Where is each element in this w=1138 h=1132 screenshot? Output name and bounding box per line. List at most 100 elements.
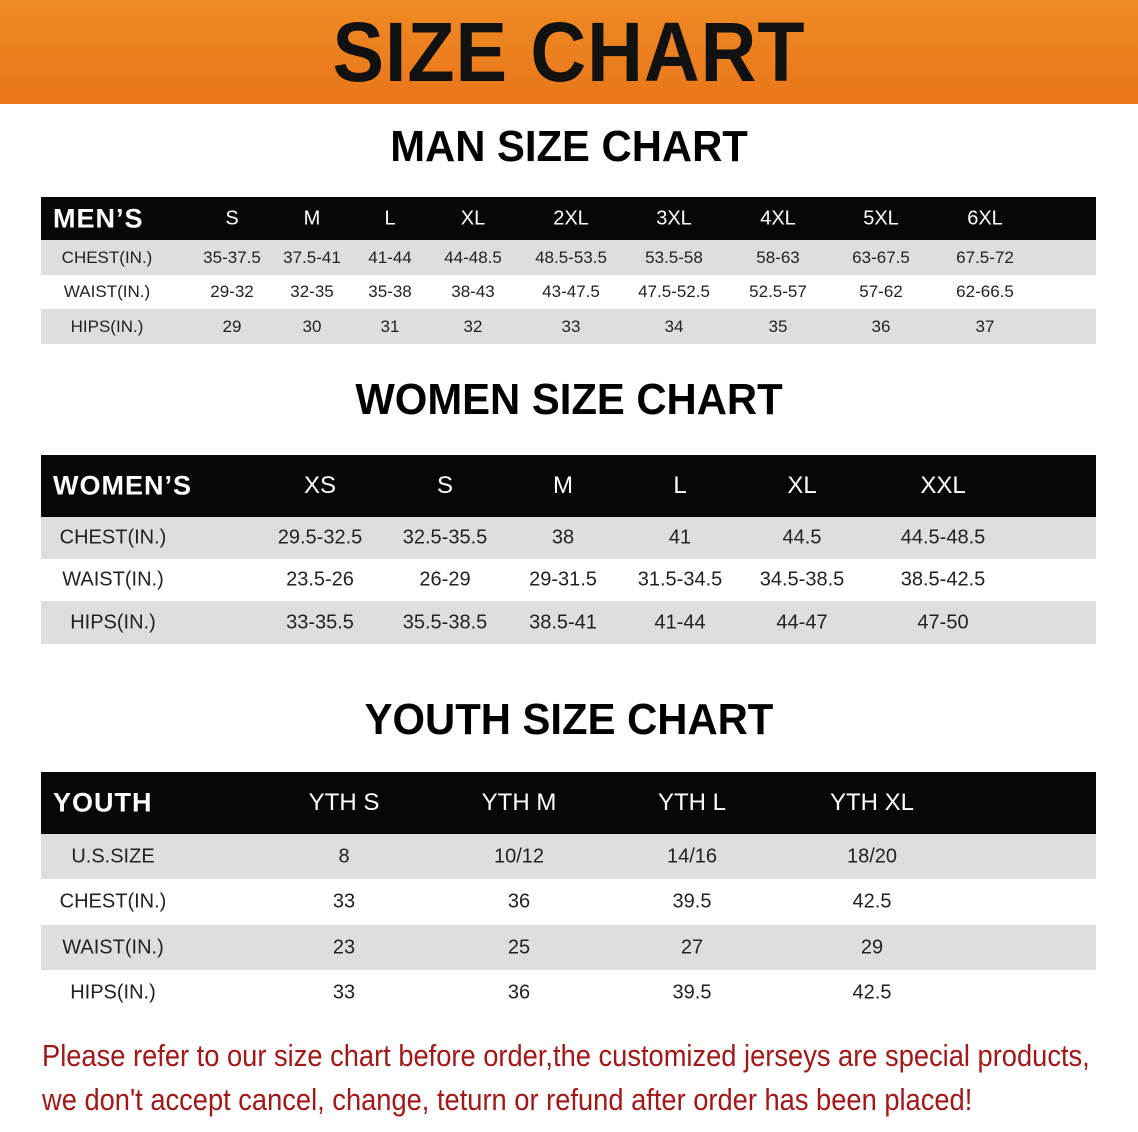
table-cell: 52.5-57	[749, 282, 807, 301]
men-section-title: MAN SIZE CHART	[390, 122, 748, 171]
table-cell: 63-67.5	[852, 247, 910, 267]
table-header: MEN’S S M L XL 2XL 3XL 4XL 5XL 6XL	[41, 197, 1096, 240]
table-row: WAIST(IN.) 29-32 32-35 35-38 38-43 43-47.5 47.…	[41, 275, 1096, 309]
size-column-header: S	[225, 207, 239, 229]
table-cell: 36	[507, 890, 531, 913]
table-cell: 44-48.5	[444, 247, 502, 267]
size-column-header: XXL	[920, 472, 966, 499]
row-label: CHEST(IN.)	[59, 526, 167, 549]
table-cell: 29	[222, 316, 242, 336]
table-cell: 33	[332, 890, 356, 913]
size-column-header: YTH S	[308, 789, 380, 816]
table-header: WOMEN’S XS S M L XL XXL	[41, 455, 1096, 517]
row-label: HIPS(IN.)	[70, 611, 156, 633]
table-cell: 29.5-32.5	[277, 526, 363, 549]
table-cell: 36	[871, 316, 891, 336]
table-cell: 47.5-52.5	[638, 282, 710, 301]
table-cell: 33	[332, 981, 356, 1003]
table-cell: 29	[860, 936, 884, 958]
table-cell: 30	[302, 316, 322, 336]
table-cell: 32-35	[290, 282, 334, 301]
table-cell: 31	[380, 316, 400, 336]
table-cell: 14/16	[666, 845, 718, 867]
table-cell: 44.5-48.5	[900, 526, 986, 549]
notice-line-1: Please refer to our size chart before or…	[42, 1038, 1090, 1073]
header-label: YOUTH	[53, 787, 153, 818]
notice-line-2: we don't accept cancel, change, teturn o…	[42, 1082, 973, 1117]
row-label: CHEST(IN.)	[61, 247, 153, 267]
table-cell: 38	[551, 526, 575, 549]
table-cell: 38.5-41	[529, 611, 597, 633]
table-row: HIPS(IN.) 29 30 31 32 33 34 35 36 37	[41, 309, 1096, 344]
table-cell: 31.5-34.5	[637, 568, 723, 591]
row-label: U.S.SIZE	[71, 845, 155, 867]
table-cell: 32	[463, 316, 483, 336]
table-cell: 23	[332, 936, 356, 958]
table-row: U.S.SIZE 8 10/12 14/16 18/20	[41, 834, 1096, 879]
table-cell: 43-47.5	[542, 282, 600, 301]
row-label: CHEST(IN.)	[59, 890, 167, 913]
size-column-header: L	[384, 207, 396, 229]
table-cell: 44-47	[776, 611, 828, 633]
table-cell: 23.5-26	[286, 568, 354, 591]
table-cell: 25	[507, 936, 531, 958]
table-cell: 35-38	[368, 282, 412, 301]
table-cell: 44.5	[782, 526, 822, 549]
table-cell: 67.5-72	[956, 247, 1014, 267]
table-cell: 37.5-41	[283, 247, 341, 267]
table-cell: 29-31.5	[529, 568, 597, 591]
table-cell: 29-32	[210, 282, 254, 301]
table-cell: 42.5	[852, 981, 892, 1003]
table-row: WAIST(IN.) 23.5-26 26-29 29-31.5 31.5-34.5 34…	[41, 559, 1096, 601]
table-cell: 62-66.5	[956, 282, 1014, 301]
row-label: WAIST(IN.)	[63, 282, 151, 301]
table-row: CHEST(IN.) 29.5-32.5 32.5-35.5 38 41 44.5 44.5…	[41, 517, 1096, 559]
men-size-table: MEN’S S M L XL 2XL 3XL 4XL 5XL 6XL CHEST(IN.) 35-37…	[41, 197, 1096, 344]
table-cell: 10/12	[493, 845, 545, 867]
size-column-header: L	[673, 472, 687, 499]
size-column-header: XL	[460, 207, 486, 229]
header-label: WOMEN’S	[53, 470, 192, 501]
table-cell: 35-37.5	[203, 247, 261, 267]
table-header: YOUTH YTH S YTH M YTH L YTH XL	[41, 772, 1096, 834]
youth-section-title: YOUTH SIZE CHART	[364, 695, 774, 744]
table-row: HIPS(IN.) 33 36 39.5 42.5	[41, 970, 1096, 1015]
size-column-header: 6XL	[967, 207, 1003, 229]
row-label: WAIST(IN.)	[62, 936, 164, 958]
table-row: CHEST(IN.) 35-37.5 37.5-41 41-44 44-48.5 48.5…	[41, 240, 1096, 275]
title-banner: SIZE CHART	[0, 0, 1138, 104]
table-cell: 35	[768, 316, 788, 336]
size-column-header: 5XL	[863, 207, 899, 229]
table-cell: 42.5	[852, 890, 892, 913]
table-cell: 53.5-58	[645, 247, 703, 267]
table-cell: 36	[507, 981, 531, 1003]
table-row: WAIST(IN.) 23 25 27 29	[41, 925, 1096, 970]
banner-title: SIZE CHART	[332, 5, 806, 99]
size-column-header: S	[436, 472, 454, 499]
table-cell: 41-44	[368, 247, 412, 267]
women-section-title: WOMEN SIZE CHART	[355, 375, 783, 424]
table-cell: 18/20	[846, 845, 898, 867]
table-cell: 48.5-53.5	[535, 247, 607, 267]
table-cell: 33-35.5	[286, 611, 354, 633]
table-cell: 38.5-42.5	[900, 568, 986, 591]
table-row: HIPS(IN.) 33-35.5 35.5-38.5 38.5-41 41-44 44-…	[41, 601, 1096, 644]
table-cell: 8	[338, 845, 350, 867]
table-cell: 27	[680, 936, 704, 958]
size-column-header: YTH XL	[829, 789, 915, 816]
size-column-header: YTH M	[481, 789, 557, 816]
size-column-header: M	[553, 472, 573, 499]
women-size-table: WOMEN’S XS S M L XL XXL CHEST(IN.) 29.5-32.5 32.5…	[41, 455, 1096, 644]
table-cell: 32.5-35.5	[402, 526, 488, 549]
row-label: WAIST(IN.)	[62, 568, 164, 591]
size-column-header: XS	[303, 472, 337, 499]
table-row: CHEST(IN.) 33 36 39.5 42.5	[41, 879, 1096, 925]
size-column-header: 2XL	[553, 207, 589, 229]
table-cell: 39.5	[672, 890, 712, 913]
table-cell: 33	[561, 316, 581, 336]
table-cell: 39.5	[672, 981, 712, 1003]
size-column-header: M	[303, 207, 321, 229]
table-cell: 37	[975, 316, 995, 336]
row-label: HIPS(IN.)	[70, 981, 156, 1003]
size-column-header: 3XL	[656, 207, 692, 229]
